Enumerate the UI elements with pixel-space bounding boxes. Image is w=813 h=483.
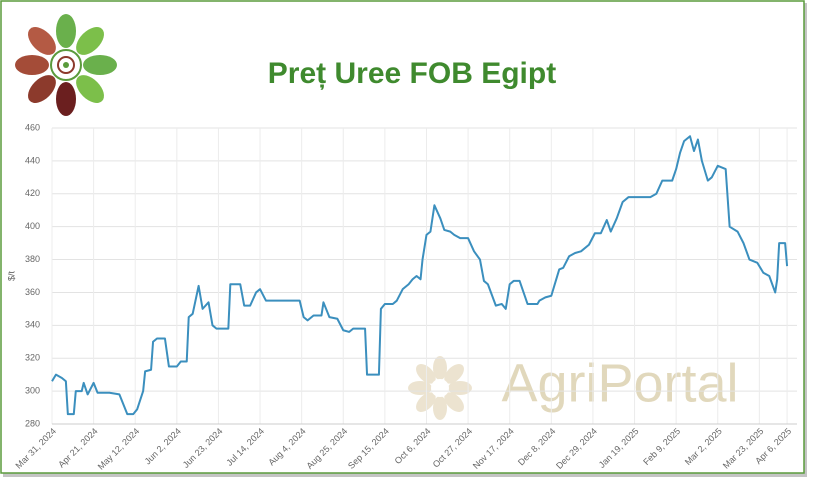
y-tick-label: 280 (25, 418, 40, 428)
chart-title: Preț Uree FOB Egipt (268, 57, 556, 90)
y-tick-label: 320 (25, 353, 40, 363)
y-axis-label: $/t (6, 271, 16, 282)
y-tick-label: 340 (25, 320, 40, 330)
price-line (51, 135, 789, 416)
y-tick-label: 360 (25, 287, 40, 297)
y-tick-label: 400 (25, 221, 40, 231)
logo (15, 14, 117, 116)
y-tick-label: 420 (25, 188, 40, 198)
y-tick-label: 300 (25, 385, 40, 395)
watermark-logo (408, 356, 472, 420)
y-tick-label: 460 (25, 122, 40, 132)
y-tick-label: 440 (25, 155, 40, 165)
watermark: AgriPortal (501, 353, 738, 413)
y-tick-label: 380 (25, 254, 40, 264)
